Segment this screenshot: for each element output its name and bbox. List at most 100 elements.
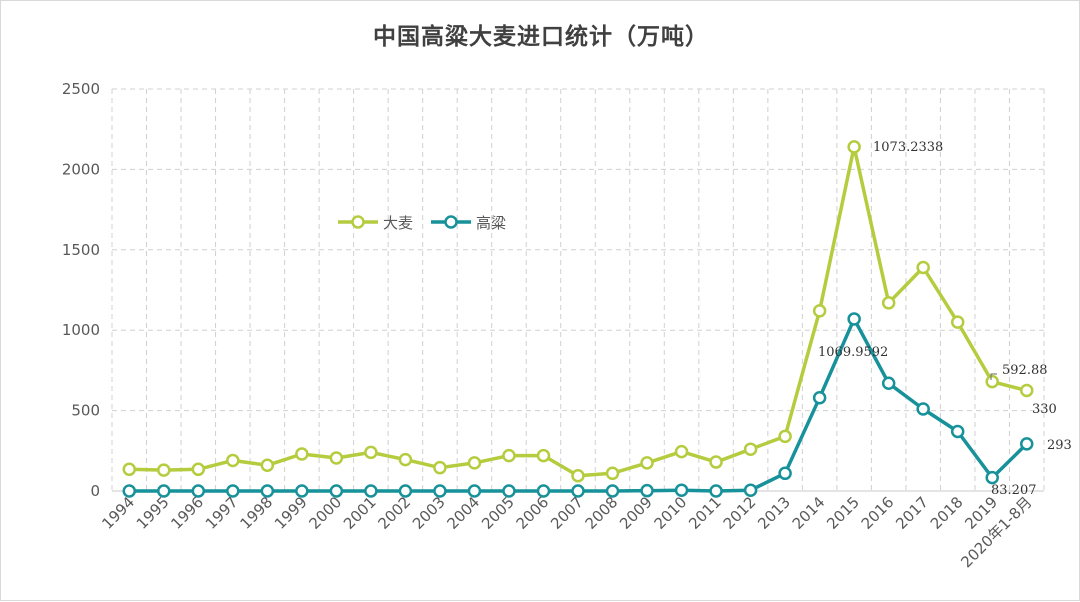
- data-point: [329, 451, 344, 465]
- data-point: [433, 484, 447, 498]
- data-point: [881, 376, 896, 391]
- data-point: [226, 453, 240, 468]
- legend-label: 大麦: [383, 214, 413, 232]
- data-point: [295, 484, 309, 498]
- x-tick-label: 2002: [375, 493, 415, 533]
- data-point: [674, 483, 689, 497]
- data-point: [260, 484, 275, 498]
- data-point: [1019, 437, 1034, 451]
- data-point: [571, 484, 585, 498]
- data-point: [812, 304, 827, 318]
- x-tick-label: 1998: [236, 493, 276, 533]
- data-point: [605, 484, 620, 498]
- series-line-barley: [129, 145, 1028, 478]
- data-point: [881, 296, 896, 310]
- y-tick-label: 2500: [62, 80, 100, 98]
- data-point: [157, 463, 171, 477]
- x-tick-label: 2018: [927, 493, 967, 533]
- data-point: [433, 460, 447, 475]
- data-point: [778, 466, 792, 481]
- data-label: 1069.9592: [818, 345, 888, 360]
- data-point: [122, 484, 137, 498]
- x-tick-label: 2005: [478, 493, 518, 533]
- x-tick-label: 2011: [685, 493, 725, 533]
- x-tick-label: 2015: [823, 493, 863, 533]
- data-point: [191, 462, 206, 477]
- data-point: [329, 484, 344, 498]
- data-point: [364, 445, 378, 460]
- x-tick-label: 2013: [754, 493, 794, 533]
- data-point: [847, 312, 861, 326]
- data-point: [847, 140, 861, 154]
- data-point: [467, 456, 482, 470]
- data-point: [950, 424, 965, 439]
- data-point: [364, 484, 378, 498]
- data-point: [709, 455, 723, 469]
- data-point: [398, 484, 413, 498]
- x-tick-label: 1996: [167, 493, 207, 533]
- x-tick-label: 2012: [720, 493, 760, 533]
- x-tick-label: 2000: [305, 493, 345, 533]
- label-leader: [990, 373, 997, 380]
- chart-title: 中国高粱大麦进口统计（万吨）: [373, 24, 709, 50]
- data-point: [1019, 383, 1034, 398]
- x-tick-label: 1995: [133, 493, 173, 533]
- data-point: [191, 484, 206, 498]
- data-point: [398, 452, 413, 467]
- x-tick-label: 2009: [616, 493, 656, 533]
- x-tick-label: 2017: [892, 493, 932, 533]
- data-point: [640, 483, 654, 498]
- data-point: [260, 458, 275, 473]
- x-tick-label: 1999: [271, 493, 311, 533]
- data-point: [985, 470, 999, 485]
- data-label: 1073.2338: [873, 140, 943, 155]
- data-point: [467, 484, 482, 498]
- data-point: [502, 484, 516, 498]
- data-point: [743, 483, 758, 497]
- data-point: [812, 390, 827, 405]
- data-point: [778, 429, 792, 444]
- y-tick-label: 1500: [62, 241, 100, 259]
- data-label: 83.207: [991, 483, 1037, 498]
- data-point: [536, 448, 551, 463]
- data-point: [985, 374, 999, 389]
- data-point: [502, 448, 516, 463]
- y-tick-label: 0: [90, 482, 100, 500]
- x-tick-label: 2003: [409, 493, 449, 533]
- data-point: [571, 468, 585, 483]
- x-tick-label: 1994: [98, 493, 138, 533]
- x-tick-label: 2016: [858, 493, 898, 533]
- x-tick-label: 1997: [202, 493, 242, 533]
- legend-swatch-marker: [351, 215, 365, 229]
- legend-label: 高粱: [476, 214, 506, 232]
- data-label: 293: [1047, 438, 1072, 453]
- data-label: 592.88: [1002, 363, 1048, 378]
- y-tick-label: 1000: [62, 321, 100, 339]
- x-tick-label: 2014: [789, 493, 829, 533]
- data-point: [605, 466, 620, 481]
- x-tick-label: 2007: [547, 493, 587, 533]
- data-point: [157, 484, 171, 498]
- legend-swatch-marker: [444, 215, 458, 229]
- x-tick-label: 2008: [582, 493, 622, 533]
- x-tick-label: 2001: [340, 493, 380, 533]
- data-point: [640, 456, 654, 470]
- data-label: 330: [1032, 402, 1057, 417]
- data-point: [226, 484, 240, 498]
- data-point: [916, 402, 930, 416]
- data-point: [295, 447, 309, 461]
- data-point: [743, 442, 758, 456]
- data-point: [916, 260, 930, 275]
- y-tick-label: 2000: [62, 160, 100, 178]
- data-point: [950, 315, 965, 329]
- data-point: [122, 462, 137, 477]
- data-point: [536, 484, 551, 498]
- data-point: [674, 444, 689, 459]
- x-tick-label: 2006: [513, 493, 553, 533]
- x-tick-label: 2010: [651, 493, 691, 533]
- y-tick-label: 500: [71, 402, 100, 420]
- x-tick-label: 2004: [444, 493, 484, 533]
- data-point: [709, 484, 723, 498]
